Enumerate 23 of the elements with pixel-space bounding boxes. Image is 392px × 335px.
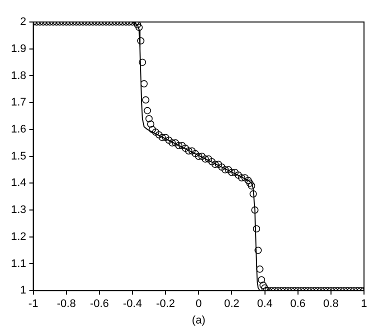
y-tick-label: 1.2 <box>10 230 26 243</box>
x-tick-label: 0.8 <box>323 298 339 310</box>
x-axis-title: (a) <box>192 314 206 326</box>
x-tick-label: 0.6 <box>290 298 306 310</box>
x-tick-label: 0.2 <box>224 298 240 310</box>
y-tick-label: 1.1 <box>10 258 26 270</box>
y-tick-label: 1.5 <box>10 150 26 162</box>
x-tick-label: -0.2 <box>156 298 176 310</box>
x-tick-label: 0 <box>196 298 202 310</box>
y-tick-label: 1.8 <box>10 70 26 82</box>
x-tick-label: -0.8 <box>56 298 76 310</box>
x-tick-label: -1 <box>28 298 38 310</box>
y-tick-label: 1.3 <box>10 204 26 216</box>
x-tick-label: -0.4 <box>123 298 142 310</box>
x-tick-label: 0.4 <box>257 298 272 310</box>
y-tick-label: 1 <box>20 284 26 297</box>
x-tick-label: 1 <box>360 298 368 310</box>
y-tick-label: 2 <box>20 16 26 28</box>
y-tick-label: 1.7 <box>10 96 26 109</box>
y-tick-label: 1.9 <box>10 42 26 55</box>
y-tick-label: 1.6 <box>10 123 26 136</box>
x-tick-label: -0.6 <box>90 298 109 310</box>
y-tick-label: 1.4 <box>10 177 26 190</box>
